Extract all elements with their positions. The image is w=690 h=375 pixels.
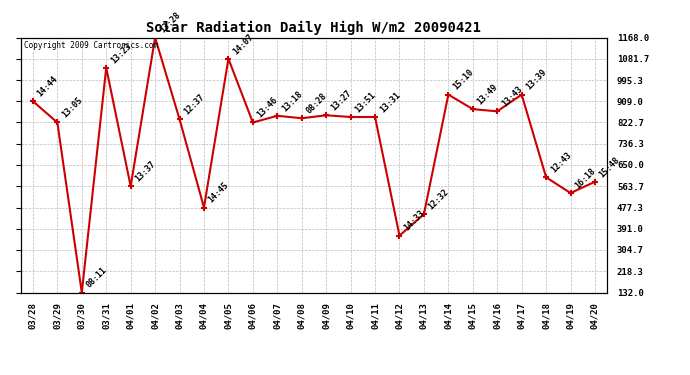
Text: 13:39: 13:39: [524, 68, 549, 92]
Text: 12:37: 12:37: [182, 92, 206, 117]
Text: 12:43: 12:43: [549, 150, 573, 174]
Text: 12:32: 12:32: [426, 188, 451, 211]
Text: 15:10: 15:10: [451, 68, 475, 92]
Text: Copyright 2009 Cartronics.com: Copyright 2009 Cartronics.com: [23, 41, 158, 50]
Text: 08:11: 08:11: [85, 266, 108, 290]
Text: 14:33: 14:33: [402, 209, 426, 233]
Text: 13:18: 13:18: [280, 89, 304, 113]
Text: 13:27: 13:27: [329, 88, 353, 112]
Text: 13:46: 13:46: [255, 96, 279, 120]
Text: 16:18: 16:18: [573, 166, 598, 190]
Text: 13:49: 13:49: [475, 82, 500, 106]
Text: 13:28: 13:28: [158, 10, 182, 35]
Text: 13:37: 13:37: [133, 159, 157, 183]
Text: 08:28: 08:28: [304, 92, 328, 116]
Text: 13:05: 13:05: [60, 96, 84, 120]
Text: 14:45: 14:45: [207, 181, 230, 205]
Title: Solar Radiation Daily High W/m2 20090421: Solar Radiation Daily High W/m2 20090421: [146, 21, 482, 35]
Text: 15:48: 15:48: [598, 155, 622, 179]
Text: 13:51: 13:51: [353, 90, 377, 114]
Text: 14:44: 14:44: [36, 74, 60, 99]
Text: 13:31: 13:31: [378, 90, 402, 114]
Text: 13:23: 13:23: [109, 41, 133, 65]
Text: 13:43: 13:43: [500, 84, 524, 109]
Text: 14:07: 14:07: [231, 32, 255, 56]
